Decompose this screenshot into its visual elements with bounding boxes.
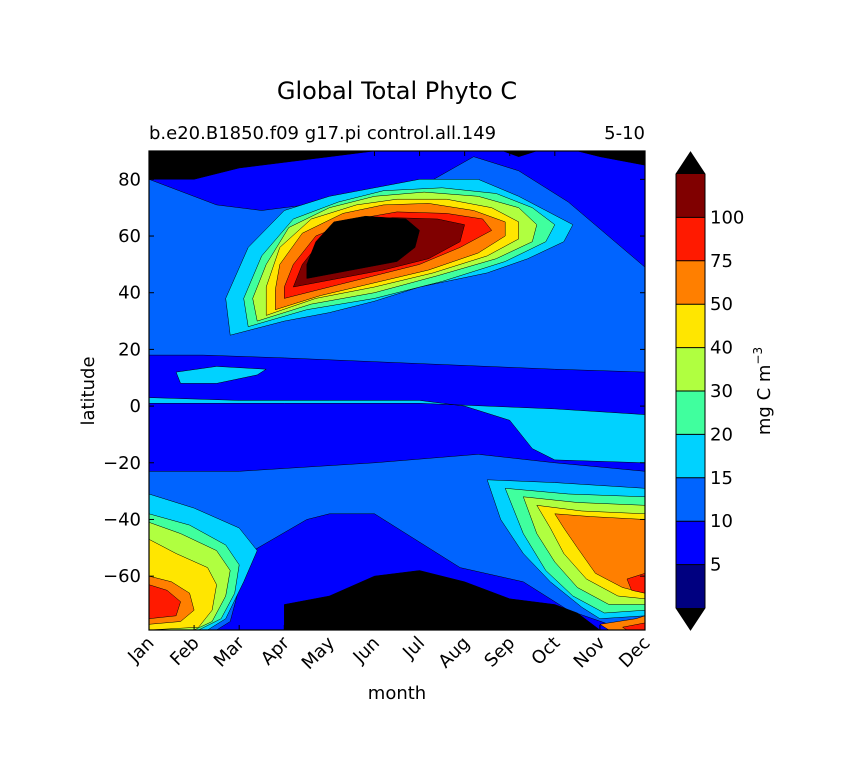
contour-region-level-7 — [554, 513, 645, 594]
colorbar-segment — [676, 391, 705, 435]
chart-subtitle-left: b.e20.B1850.f09 g17.pi control.all.149 — [149, 123, 496, 144]
colorbar-tick-label: 5 — [710, 555, 721, 576]
colorbar-segment — [676, 347, 705, 391]
y-tick-label: −60 — [103, 566, 141, 587]
colorbar-tick-label: 30 — [710, 381, 733, 402]
colorbar-extend-min — [676, 608, 705, 630]
x-tick-label: Nov — [570, 632, 610, 672]
colorbar-segment — [676, 304, 705, 348]
x-tick-label: Jul — [398, 633, 429, 664]
contour-region-level-10 — [284, 570, 601, 630]
x-tick-label: Jun — [349, 633, 384, 668]
y-tick-label: −40 — [103, 509, 141, 530]
colorbar-tick-label: 20 — [710, 424, 733, 445]
colorbar-label-text: mg C m — [754, 365, 775, 436]
chart-subtitle-right: 5-10 — [604, 123, 645, 144]
colorbar-segment — [676, 564, 705, 608]
y-tick-label: 40 — [118, 283, 141, 304]
x-tick-label: Dec — [615, 633, 654, 672]
contour-fills — [149, 151, 645, 630]
plot-frame — [148, 150, 646, 631]
colorbar-label-exponent: −3 — [751, 347, 765, 365]
colorbar: 5 10 15 20 30 40 50 75 100 — [675, 151, 744, 631]
colorbar-tick-label: 50 — [710, 294, 733, 315]
colorbar-extend-max — [676, 152, 705, 174]
contour-region-level-8 — [149, 584, 181, 619]
colorbar-tick-label: 10 — [710, 511, 733, 532]
y-tick-label: 0 — [130, 396, 141, 417]
colorbar-label: mg C m−3 — [751, 347, 775, 435]
colorbar-segment — [676, 477, 705, 522]
contour-region-level-3 — [175, 366, 267, 384]
y-axis-label: latitude — [78, 356, 99, 425]
y-tick-label: 60 — [118, 226, 141, 247]
chart-title: Global Total Phyto C — [277, 77, 517, 105]
colorbar-segment — [676, 217, 705, 261]
contour-region-level-8 — [622, 622, 645, 630]
x-axis-label: month — [368, 683, 426, 704]
y-axis: 80 60 40 20 0 −20 −40 −60 — [103, 169, 645, 587]
contour-region-level-10 — [149, 151, 645, 180]
x-tick-label: Mar — [210, 632, 249, 671]
colorbar-segment — [676, 260, 705, 305]
y-tick-label: 80 — [118, 169, 141, 190]
y-tick-label: −20 — [103, 453, 141, 474]
y-tick-label: 20 — [118, 339, 141, 360]
contour-region-level-3 — [149, 397, 645, 464]
x-tick-label: Aug — [434, 633, 474, 673]
x-tick-label: Oct — [527, 633, 564, 670]
colorbar-tick-label: 15 — [710, 468, 733, 489]
colorbar-segment — [676, 521, 705, 565]
colorbar-outline — [675, 151, 706, 631]
x-tick-label: Sep — [480, 633, 519, 672]
colorbar-tick-label: 75 — [710, 251, 733, 272]
x-tick-label: Feb — [166, 633, 203, 670]
colorbar-tick-label: 40 — [710, 338, 733, 359]
contour-region-level-10 — [306, 215, 420, 279]
colorbar-tick-label: 100 — [710, 207, 744, 228]
contour-region-level-8 — [626, 573, 645, 594]
x-tick-label: Jan — [123, 633, 158, 668]
x-tick-label: May — [298, 632, 339, 673]
colorbar-segment — [676, 174, 705, 218]
x-tick-label: Apr — [257, 632, 294, 669]
colorbar-segment — [676, 434, 705, 478]
